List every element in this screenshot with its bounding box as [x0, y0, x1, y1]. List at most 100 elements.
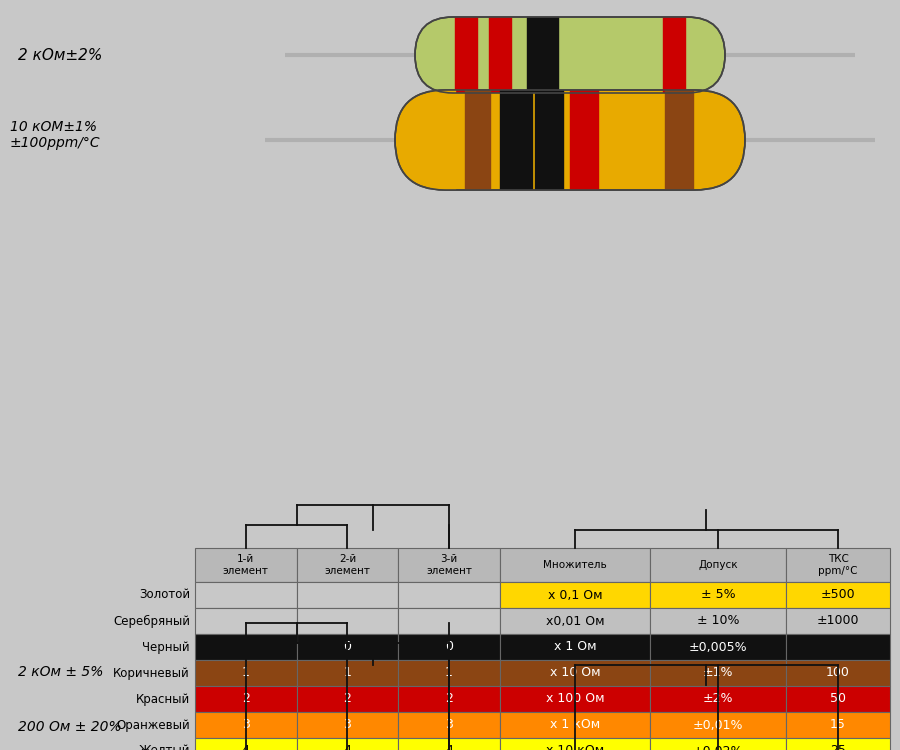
- Bar: [195, 686, 297, 712]
- Bar: [570, 90, 598, 190]
- Text: 10 кОМ±1%
±100ppm/°C: 10 кОМ±1% ±100ppm/°C: [10, 120, 101, 150]
- Bar: [512, 634, 533, 710]
- Text: Желтый: Желтый: [139, 745, 190, 750]
- Text: 3: 3: [344, 718, 351, 731]
- Bar: [500, 712, 650, 738]
- Text: 1: 1: [445, 667, 453, 680]
- Bar: [650, 660, 786, 686]
- Bar: [297, 608, 398, 634]
- FancyBboxPatch shape: [455, 634, 685, 710]
- Text: 100: 100: [826, 667, 850, 680]
- Bar: [500, 738, 650, 750]
- Bar: [297, 634, 398, 660]
- Text: 0: 0: [445, 640, 453, 653]
- Text: 2 кОм±2%: 2 кОм±2%: [18, 47, 103, 62]
- Bar: [398, 608, 500, 634]
- Bar: [534, 699, 550, 750]
- Text: ±0,01%: ±0,01%: [693, 718, 743, 731]
- Bar: [195, 738, 297, 750]
- Text: 0: 0: [344, 640, 351, 653]
- Bar: [398, 634, 500, 660]
- Text: 1-й
элемент: 1-й элемент: [223, 554, 269, 576]
- Bar: [663, 17, 685, 93]
- Bar: [195, 712, 297, 738]
- FancyBboxPatch shape: [480, 699, 660, 750]
- Bar: [398, 686, 500, 712]
- Bar: [500, 660, 650, 686]
- Bar: [297, 738, 398, 750]
- Bar: [540, 634, 559, 710]
- Bar: [455, 17, 477, 93]
- Bar: [526, 17, 558, 93]
- Text: 2 кОм ± 5%: 2 кОм ± 5%: [18, 665, 104, 679]
- Bar: [650, 608, 786, 634]
- Bar: [297, 686, 398, 712]
- Text: Оранжевый: Оранжевый: [116, 718, 190, 731]
- Bar: [465, 90, 490, 190]
- Text: 4: 4: [445, 745, 453, 750]
- Text: 4: 4: [242, 745, 249, 750]
- Text: Серебряный: Серебряный: [113, 614, 190, 628]
- Bar: [297, 582, 398, 608]
- Text: ±1%: ±1%: [703, 667, 733, 680]
- Bar: [555, 699, 572, 750]
- Text: ±2%: ±2%: [703, 692, 733, 706]
- Bar: [650, 738, 786, 750]
- Bar: [195, 660, 297, 686]
- Text: x 1 кОм: x 1 кОм: [550, 718, 600, 731]
- Bar: [650, 634, 786, 660]
- Text: 25: 25: [830, 745, 846, 750]
- Bar: [786, 634, 890, 660]
- Bar: [500, 608, 650, 634]
- Text: 15: 15: [830, 718, 846, 731]
- Text: Черный: Черный: [142, 640, 190, 653]
- Bar: [565, 634, 584, 710]
- Text: 4: 4: [344, 745, 351, 750]
- Text: 3: 3: [242, 718, 249, 731]
- Text: Красный: Красный: [136, 692, 190, 706]
- Text: Допуск: Допуск: [698, 560, 738, 570]
- Bar: [398, 582, 500, 608]
- Bar: [485, 634, 503, 710]
- Bar: [398, 548, 500, 582]
- Bar: [786, 548, 890, 582]
- Text: 2: 2: [445, 692, 453, 706]
- Bar: [786, 582, 890, 608]
- Text: 2: 2: [242, 692, 249, 706]
- Text: Золотой: Золотой: [139, 589, 190, 602]
- Bar: [297, 712, 398, 738]
- FancyBboxPatch shape: [395, 90, 745, 190]
- Text: ±0,02%: ±0,02%: [693, 745, 743, 750]
- Text: ± 5%: ± 5%: [701, 589, 735, 602]
- Text: x 0,1 Ом: x 0,1 Ом: [547, 589, 602, 602]
- Bar: [195, 634, 297, 660]
- Bar: [650, 548, 786, 582]
- Text: 2-й
элемент: 2-й элемент: [325, 554, 370, 576]
- Bar: [500, 686, 650, 712]
- Bar: [195, 608, 297, 634]
- Bar: [195, 582, 297, 608]
- Bar: [297, 660, 398, 686]
- Text: Множитель: Множитель: [543, 560, 607, 570]
- Bar: [786, 608, 890, 634]
- Bar: [490, 17, 511, 93]
- Text: ± 10%: ± 10%: [697, 614, 739, 628]
- Bar: [430, 90, 454, 190]
- Bar: [650, 712, 786, 738]
- Text: 200 Ом ± 20%: 200 Ом ± 20%: [18, 720, 122, 734]
- Text: ±1000: ±1000: [817, 614, 860, 628]
- Text: 50: 50: [830, 692, 846, 706]
- Bar: [535, 90, 563, 190]
- FancyBboxPatch shape: [415, 17, 725, 93]
- Text: 3-й
элемент: 3-й элемент: [426, 554, 472, 576]
- Bar: [650, 686, 786, 712]
- Bar: [786, 712, 890, 738]
- Bar: [650, 582, 786, 608]
- Text: x 100 Ом: x 100 Ом: [545, 692, 604, 706]
- Bar: [664, 90, 692, 190]
- Text: x0,01 Ом: x0,01 Ом: [545, 614, 604, 628]
- Bar: [398, 712, 500, 738]
- Text: ТКС
ppm/°C: ТКС ppm/°C: [818, 554, 858, 576]
- Text: 1: 1: [344, 667, 351, 680]
- Text: ±0,005%: ±0,005%: [688, 640, 747, 653]
